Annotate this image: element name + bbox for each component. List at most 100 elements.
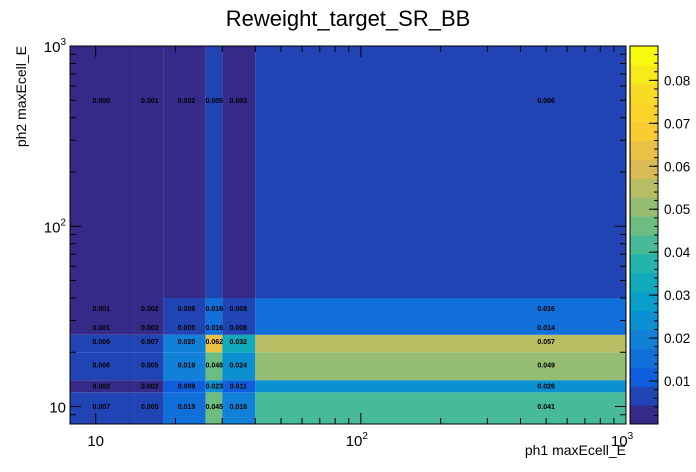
heatmap-cell — [222, 334, 256, 353]
heatmap-cell — [255, 334, 627, 353]
axes: 10 102 103 10 102 103 — [44, 37, 634, 450]
palette-tick-label: 0.07 — [664, 116, 690, 131]
palette-swatch — [630, 405, 658, 425]
heatmap-cell — [163, 298, 206, 321]
heatmap-cell — [222, 352, 256, 381]
cell-value-label: 0.016 — [205, 306, 223, 313]
cell-value-label: 0.005 — [141, 362, 159, 369]
heatmap-cell — [205, 46, 223, 298]
cell-value-label: 0.057 — [537, 339, 555, 346]
heatmap-cell — [134, 380, 164, 393]
cell-value-label: 0.001 — [93, 306, 111, 313]
cell-value-label: 0.003 — [230, 98, 248, 105]
cell-value-label: 0.002 — [141, 306, 159, 313]
x-tick-label: 10 — [87, 433, 104, 450]
heatmap-cell — [70, 46, 135, 298]
cell-value-label: 0.008 — [230, 325, 248, 332]
y-tick-label: 102 — [44, 217, 67, 236]
heatmap-cell — [205, 392, 223, 424]
heatmap-cell — [70, 320, 135, 335]
palette-swatch — [630, 235, 658, 255]
cell-value-label: 0.041 — [537, 404, 555, 411]
heatmap-cells — [70, 46, 627, 424]
palette-swatch — [630, 348, 658, 368]
heatmap-cell — [163, 380, 206, 393]
y-tick-label: 103 — [44, 37, 67, 56]
palette-swatch — [630, 291, 658, 312]
palette-swatch — [630, 140, 658, 160]
cell-value-label: 0.002 — [141, 383, 159, 390]
heatmap-cell — [134, 334, 164, 353]
heatmap-cell — [205, 320, 223, 335]
heatmap-cell — [70, 352, 135, 381]
cell-value-label: 0.006 — [93, 339, 111, 346]
cell-value-label: 0.024 — [230, 362, 248, 369]
palette-tick-label: 0.05 — [664, 202, 690, 217]
cell-value-label: 0.045 — [205, 404, 223, 411]
heatmap-cell — [205, 334, 223, 353]
palette-swatch — [630, 253, 658, 274]
y-axis-title: ph2 maxEcell_E — [13, 46, 29, 147]
y-tick-label: 10 — [49, 400, 66, 417]
heatmap-cell — [134, 392, 164, 424]
cell-value-label: 0.007 — [141, 339, 159, 346]
heatmap-cell — [222, 392, 256, 424]
palette-swatch — [630, 310, 658, 330]
heatmap-cell — [255, 320, 627, 335]
chart-title: Reweight_target_SR_BB — [226, 6, 471, 31]
cell-value-label: 0.002 — [141, 325, 159, 332]
cell-value-label: 0.006 — [93, 362, 111, 369]
heatmap-cell — [134, 298, 164, 321]
cell-value-label: 0.048 — [205, 362, 223, 369]
cell-value-label: 0.014 — [537, 325, 555, 332]
color-palette: 0.01 0.02 0.03 0.04 0.05 0.06 0.07 0.08 — [629, 45, 691, 425]
cell-value-label: 0.019 — [178, 362, 196, 369]
heatmap-cell — [70, 380, 135, 393]
heatmap-cell — [70, 298, 135, 321]
cell-value-label: 0.005 — [205, 98, 223, 105]
palette-tick-label: 0.08 — [664, 73, 690, 88]
heatmap-cell — [255, 352, 627, 381]
palette-tick-label: 0.03 — [664, 288, 690, 303]
heatmap-cell — [222, 380, 256, 393]
heatmap-cell — [255, 46, 627, 298]
heatmap-cell — [134, 352, 164, 381]
heatmap-cell — [255, 380, 627, 393]
heatmap-cell — [163, 320, 206, 335]
cell-value-label: 0.006 — [537, 98, 555, 105]
cell-value-label: 0.062 — [205, 339, 223, 346]
cell-value-label: 0.016 — [537, 306, 555, 313]
cell-value-label: 0.009 — [178, 383, 196, 390]
cell-value-label: 0.000 — [93, 98, 111, 105]
x-tick-label: 103 — [611, 431, 634, 450]
cell-value-label: 0.007 — [93, 404, 111, 411]
heatmap-cell — [163, 334, 206, 353]
palette-tick-label: 0.06 — [664, 159, 690, 174]
palette-swatch — [630, 272, 658, 293]
palette-swatch — [630, 216, 658, 236]
cell-value-label: 0.026 — [537, 383, 555, 390]
cell-value-label: 0.032 — [230, 339, 248, 346]
cell-value-label: 0.005 — [178, 325, 196, 332]
cell-value-label: 0.023 — [205, 383, 223, 390]
palette-tick-label: 0.04 — [664, 245, 691, 260]
palette-swatch — [630, 83, 658, 104]
heatmap-cell — [205, 352, 223, 381]
palette-swatch — [630, 197, 658, 217]
heatmap-cell — [70, 392, 135, 424]
cell-value-label: 0.002 — [93, 383, 111, 390]
palette-swatch — [630, 159, 658, 179]
cell-value-label: 0.001 — [93, 325, 111, 332]
x-axis-title: ph1 maxEcell_E — [525, 442, 626, 458]
cell-value-label: 0.049 — [537, 362, 555, 369]
palette-swatch — [630, 386, 658, 406]
palette-swatch — [630, 46, 658, 66]
palette-swatch — [630, 329, 658, 349]
cell-value-label: 0.008 — [230, 306, 248, 313]
palette-tick-label: 0.01 — [664, 374, 690, 389]
palette-swatch — [630, 178, 658, 198]
cell-value-label: 0.020 — [178, 339, 196, 346]
cell-value-label: 0.011 — [230, 383, 247, 390]
